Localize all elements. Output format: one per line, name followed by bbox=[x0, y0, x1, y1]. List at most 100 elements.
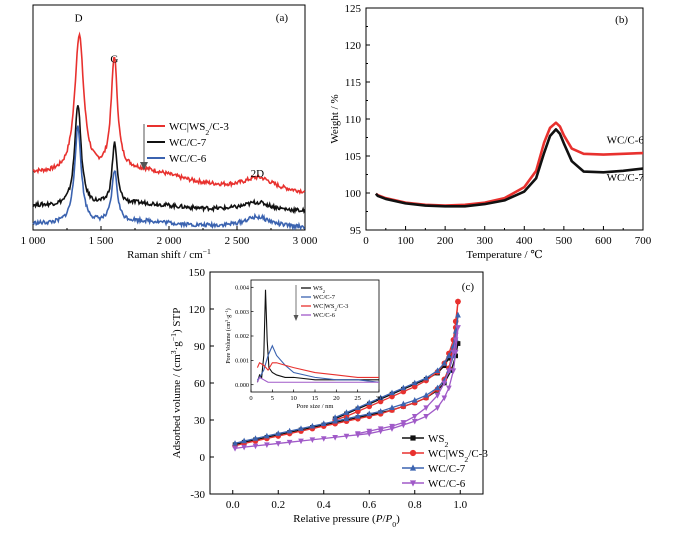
panel-c-data-point bbox=[441, 395, 448, 402]
panel-c-y-axis-label: Adsorbed volume / (cm3·g−1) STP bbox=[169, 308, 184, 459]
panel-c-data-point bbox=[423, 405, 429, 411]
panel-a-peak-annotation: G bbox=[110, 53, 118, 65]
inset-y-tick-label: 0.002 bbox=[235, 333, 249, 340]
inset-x-axis-label: Pore size / nm bbox=[296, 403, 333, 410]
text-part: /C-3 bbox=[209, 121, 229, 133]
panel-c-x-tick-label: 0.4 bbox=[317, 499, 331, 511]
text-part: /C-3 bbox=[468, 448, 488, 460]
panel-c-data-point bbox=[241, 437, 247, 444]
panel-c-data-point bbox=[434, 384, 441, 391]
panel-c-data-point bbox=[252, 443, 259, 450]
panel-c-data-point bbox=[411, 414, 418, 420]
text-part: ) STP bbox=[171, 308, 183, 333]
panel-a-series-line bbox=[32, 125, 306, 231]
text-part: WC/C-7 bbox=[313, 294, 336, 301]
inset-legend-label: WS2 bbox=[313, 285, 326, 294]
panel-c-legend-marker bbox=[410, 435, 416, 441]
text-part: P bbox=[375, 513, 383, 525]
panel-c-x-tick-label: 0.0 bbox=[226, 499, 240, 511]
panel-b-label: (b) bbox=[615, 14, 628, 26]
panel-b-series-label: WC/C-6 bbox=[607, 134, 645, 146]
panel-c-data-point bbox=[377, 394, 384, 401]
panel-b-y-tick-label: 120 bbox=[345, 40, 362, 52]
panel-c-data-point bbox=[343, 433, 350, 440]
panel-c-data-point bbox=[355, 404, 361, 410]
panel-c-data-point bbox=[298, 438, 304, 445]
panel-c-data-point bbox=[366, 410, 373, 417]
inset-x-tick-label: 20 bbox=[333, 395, 340, 402]
panel-a-legend-label: WC|WS2/C-3 bbox=[169, 121, 229, 137]
panel-c-data-point bbox=[434, 367, 441, 373]
panel-c-y-tick-label: 150 bbox=[189, 267, 206, 279]
panel-c-data-point bbox=[446, 368, 452, 374]
panel-c-data-point bbox=[446, 385, 452, 392]
text-part: −1 bbox=[203, 247, 211, 256]
panel-a-legend-label: WC/C-6 bbox=[169, 153, 207, 165]
inset-x-tick-label: 0 bbox=[249, 395, 252, 402]
panel-b-x-tick-label: 600 bbox=[595, 235, 612, 247]
panel-c-x-tick-label: 1.0 bbox=[453, 499, 467, 511]
text-part: ·g bbox=[226, 315, 232, 320]
panel-a-x-tick-label: 2 500 bbox=[225, 235, 250, 247]
panel-c-x-tick-label: 0.6 bbox=[362, 499, 376, 511]
panel-c-data-point bbox=[446, 356, 452, 361]
panel-a-peak-annotation: 2D bbox=[251, 168, 265, 180]
panel-c-data-point bbox=[400, 384, 407, 391]
panel-c-data-point bbox=[286, 439, 293, 446]
panel-c-data-point bbox=[366, 428, 373, 435]
panel-c-y-tick-label: 0 bbox=[200, 452, 206, 464]
panel-c-legend-label: WC/C-6 bbox=[428, 478, 466, 490]
inset-legend-label: WC|WS2/C-3 bbox=[313, 303, 348, 312]
text-part: WC/C-6 bbox=[313, 312, 336, 319]
panel-c-data-point bbox=[411, 379, 418, 386]
text-part: 2 bbox=[464, 455, 468, 464]
panel-b-tga: 0 100 200 300 400 500 600 700 95 100 105 110 115 120 1… bbox=[329, 3, 652, 261]
panel-c-data-point bbox=[434, 405, 441, 411]
panel-c-data-point bbox=[450, 368, 457, 374]
panel-c-data-point bbox=[448, 368, 454, 373]
text-part: ) bbox=[396, 513, 400, 525]
panel-c-data-point bbox=[441, 359, 448, 366]
inset-legend-label: WC/C-7 bbox=[313, 294, 336, 301]
panel-c-x-tick-label: 0.2 bbox=[271, 499, 285, 511]
text-part: P bbox=[385, 513, 393, 525]
panel-b-x-axis-label: Temperature / ℃ bbox=[466, 249, 542, 261]
panel-c-data-point bbox=[332, 414, 338, 420]
text-part: Pore Volume (cm bbox=[225, 322, 232, 364]
text-part: Raman shift / cm bbox=[127, 249, 203, 261]
inset-x-tick-label: 10 bbox=[290, 395, 297, 402]
panel-c-data-point bbox=[232, 446, 238, 452]
panel-c-label: (c) bbox=[462, 281, 475, 293]
text-part: ) bbox=[225, 308, 232, 310]
panel-c-data-point bbox=[309, 437, 316, 444]
panel-a-series-line bbox=[32, 31, 306, 196]
text-part: Adsorbed volume / (cm bbox=[171, 354, 183, 459]
text-part: 2 bbox=[323, 289, 326, 294]
panel-b-y-tick-label: 110 bbox=[345, 114, 362, 126]
inset-x-tick-label: 5 bbox=[271, 395, 274, 402]
panel-c-data-point bbox=[389, 423, 395, 430]
text-part: WC|WS bbox=[169, 121, 205, 133]
text-part: 0 bbox=[392, 520, 396, 529]
text-part: −1 bbox=[224, 310, 229, 314]
panel-c-data-point bbox=[298, 425, 304, 431]
text-part: WS bbox=[313, 285, 323, 292]
text-part: WC/C-7 bbox=[169, 137, 207, 149]
panel-c-data-point bbox=[452, 337, 459, 344]
panel-c-data-point bbox=[320, 436, 327, 442]
inset-x-tick-label: 15 bbox=[312, 395, 319, 402]
panel-c-legend-label: WC|WS2/C-3 bbox=[428, 448, 488, 464]
text-part: 3 bbox=[169, 350, 178, 354]
panel-b-x-tick-label: 0 bbox=[363, 235, 369, 247]
panel-c-data-point bbox=[446, 352, 452, 359]
panel-c-data-point bbox=[423, 414, 429, 420]
panel-a-peak-annotation: D bbox=[75, 12, 83, 24]
panel-c-data-point bbox=[275, 430, 282, 436]
panel-b-x-tick-label: 100 bbox=[397, 235, 414, 247]
panel-c-data-point bbox=[241, 444, 247, 451]
panel-c-data-point bbox=[400, 400, 407, 407]
panel-c-data-point bbox=[441, 380, 448, 387]
inset-legend-arrow-head bbox=[293, 315, 299, 321]
panel-a-legend-arrow-head bbox=[140, 162, 148, 170]
